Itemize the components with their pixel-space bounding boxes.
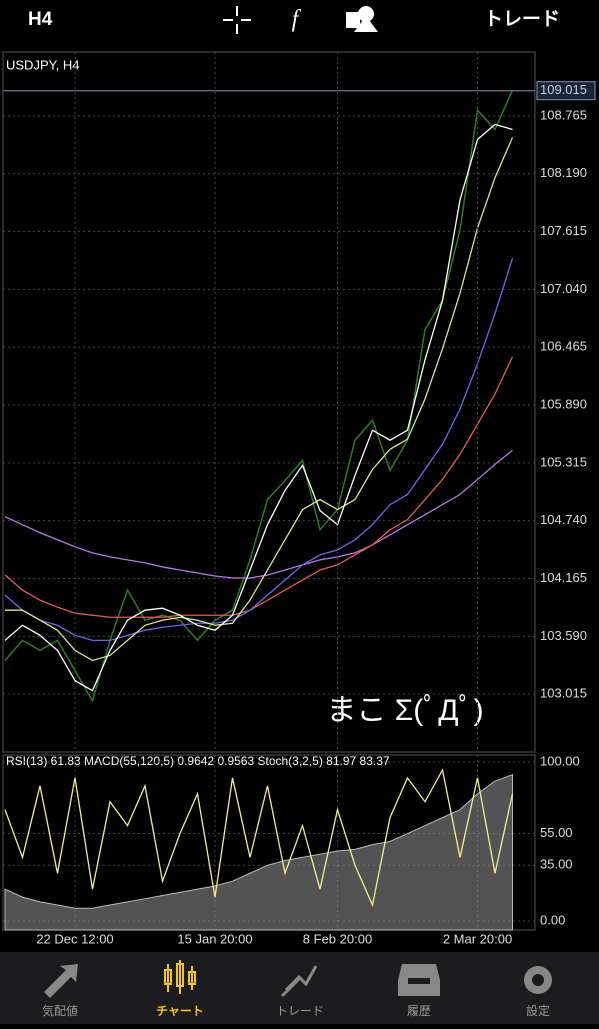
settings-icon[interactable] (524, 966, 552, 994)
main-panel (2, 51, 536, 753)
x-tick-label: 22 Dec 12:00 (36, 931, 113, 946)
y-tick-label: 106.465 (540, 339, 587, 354)
trade-button[interactable]: トレード (484, 9, 560, 30)
indicator-area (4, 773, 513, 931)
tab-label[interactable]: 気配値 (42, 1003, 78, 1018)
y-tick-label: 103.015 (540, 686, 587, 701)
trade-icon[interactable] (280, 965, 318, 998)
series-line (4, 356, 514, 618)
series-line (4, 257, 514, 642)
indicator-label: RSI(13) 61.83 MACD(55,120,5) 0.9642 0.95… (6, 754, 390, 768)
tab-bar (0, 952, 599, 1024)
objects-icon[interactable] (346, 6, 378, 32)
series-line (4, 449, 513, 579)
current-price-label: 109.015 (540, 82, 587, 97)
x-tick-label: 15 Jan 20:00 (177, 931, 252, 946)
y-tick-label: 100.00 (540, 753, 580, 768)
tab-label[interactable]: 設定 (526, 1003, 550, 1018)
history-icon[interactable] (398, 964, 440, 996)
chart-icon[interactable] (164, 960, 196, 994)
x-tick-label: 2 Mar 20:00 (443, 931, 512, 946)
y-tick-label: 103.590 (540, 628, 587, 643)
crosshair-icon[interactable] (223, 6, 251, 34)
y-tick-label: 35.00 (540, 857, 573, 872)
indicator-icon[interactable]: f (292, 7, 302, 33)
y-tick-label: 104.740 (540, 512, 587, 527)
series-line (5, 137, 514, 662)
tab-label[interactable]: トレード (276, 1004, 324, 1018)
y-tick-label: 0.00 (540, 912, 565, 927)
y-tick-label: 107.615 (540, 223, 587, 238)
y-tick-label: 55.00 (540, 825, 573, 840)
y-tick-label: 105.890 (540, 396, 587, 411)
current-price-box (536, 81, 596, 101)
y-tick-label: 107.040 (540, 281, 587, 296)
tab-label[interactable]: チャート (156, 1004, 204, 1018)
quotes-icon[interactable] (44, 964, 78, 998)
series-line (4, 89, 514, 703)
tab-label[interactable]: 履歴 (407, 1004, 431, 1018)
watermark: まこ Σ(ﾟДﾟ) (326, 694, 483, 727)
series-line (4, 123, 513, 692)
timeframe-button[interactable]: H4 (28, 9, 53, 30)
y-tick-label: 108.190 (540, 165, 587, 180)
x-tick-label: 8 Feb 20:00 (303, 931, 372, 946)
y-tick-label: 104.165 (540, 570, 587, 585)
series-line (4, 768, 514, 908)
y-tick-label: 108.765 (540, 107, 587, 122)
y-tick-label: 105.315 (540, 454, 587, 469)
symbol-label: USDJPY, H4 (6, 57, 79, 72)
